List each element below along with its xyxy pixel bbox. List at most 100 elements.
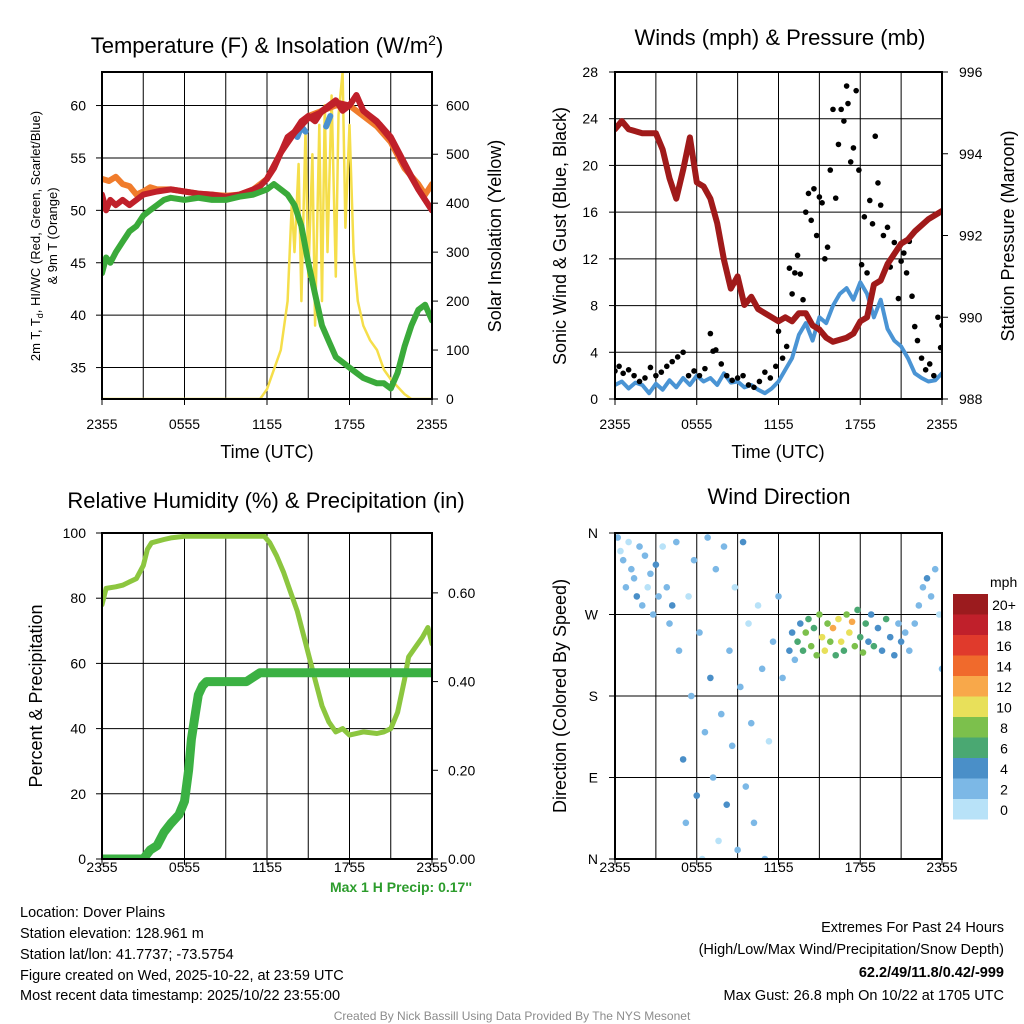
gust-point bbox=[830, 106, 836, 113]
location-text: Location: Dover Plains bbox=[20, 905, 165, 921]
gust-point bbox=[816, 194, 823, 200]
wind-direction-point bbox=[807, 642, 815, 650]
gust-point bbox=[822, 256, 828, 262]
right-tick-label: 200 bbox=[446, 293, 470, 309]
y-tick-label: 40 bbox=[70, 721, 86, 737]
wind-direction-point bbox=[745, 620, 752, 627]
wind-direction-point bbox=[717, 710, 725, 718]
y-tick-label: E bbox=[589, 770, 598, 786]
gust-point bbox=[850, 145, 857, 151]
legend-label: 4 bbox=[1000, 761, 1008, 777]
legend-label: 2 bbox=[1000, 782, 1008, 798]
temperature-panel: Temperature (F) & Insolation (W/m2) 2m T… bbox=[28, 32, 505, 462]
legend-label: 6 bbox=[1000, 741, 1008, 757]
gust-point bbox=[853, 87, 859, 94]
wind-direction-point bbox=[931, 565, 939, 573]
wind-direction-point bbox=[704, 534, 711, 541]
temperature-xlabel: Time (UTC) bbox=[220, 442, 313, 462]
precipitation-line bbox=[102, 668, 432, 859]
x-tick-label: 2355 bbox=[416, 416, 447, 432]
x-tick-label: 2355 bbox=[926, 859, 957, 875]
right-tick-label: 500 bbox=[446, 146, 470, 162]
gust-point bbox=[835, 141, 842, 148]
gust-point bbox=[875, 180, 881, 186]
wind-direction-point bbox=[622, 584, 630, 591]
wind-direction-point bbox=[615, 534, 622, 541]
wind-direction-point bbox=[935, 611, 942, 618]
humidity-ylabel: Percent & Precipitation bbox=[26, 604, 46, 787]
wind-direction-point bbox=[641, 552, 649, 559]
x-tick-label: 2355 bbox=[926, 416, 957, 432]
wind-direction-point bbox=[891, 651, 898, 659]
gust-point bbox=[903, 270, 910, 276]
extremes-values: 62.2/49/11.8/0.42/-999 bbox=[859, 965, 1004, 981]
legend-swatch bbox=[953, 737, 988, 758]
wind-direction-point bbox=[779, 674, 786, 682]
gust-point bbox=[696, 372, 703, 379]
x-tick-label: 2355 bbox=[599, 416, 630, 432]
x-tick-label: 1755 bbox=[845, 859, 876, 875]
wind-direction-point bbox=[655, 593, 662, 600]
wind-direction-point bbox=[915, 602, 923, 609]
legend-swatch bbox=[953, 696, 988, 717]
legend-swatch bbox=[953, 758, 988, 779]
pressure-ylabel: Station Pressure (Maroon) bbox=[998, 130, 1018, 341]
wind-direction-point bbox=[821, 647, 829, 655]
y-tick-label: 8 bbox=[590, 298, 598, 314]
wind-direction-point bbox=[688, 692, 695, 700]
right-tick-label: 994 bbox=[959, 146, 983, 162]
x-tick-label: 1755 bbox=[334, 416, 365, 432]
wind-direction-point bbox=[895, 620, 902, 627]
y-tick-label: 16 bbox=[582, 204, 598, 220]
series-wind-chill-2 bbox=[323, 113, 334, 130]
x-tick-label: 2355 bbox=[86, 416, 117, 432]
wind-direction-point bbox=[636, 543, 643, 550]
gust-point bbox=[767, 375, 774, 381]
wind-direction-point bbox=[696, 629, 703, 636]
plot-frame bbox=[101, 71, 433, 400]
created-text: Figure created on Wed, 2025-10-22, at 23… bbox=[20, 968, 344, 984]
temperature-ylabel-line2: & 9m T (Orange) bbox=[45, 187, 60, 284]
humidity-title: Relative Humidity (%) & Precipitation (i… bbox=[67, 488, 464, 513]
gust-point bbox=[783, 343, 790, 350]
wind-direction-point bbox=[737, 683, 744, 691]
legend-swatch bbox=[953, 676, 988, 697]
wind-direction-point bbox=[617, 547, 624, 555]
gust-point bbox=[805, 190, 812, 197]
x-tick-label: 1755 bbox=[334, 859, 365, 875]
wind-direction-point bbox=[731, 584, 739, 591]
wind-direction-point bbox=[846, 629, 853, 636]
y-tick-label: N bbox=[588, 851, 598, 867]
wind-direction-point bbox=[682, 819, 690, 827]
x-tick-label: 1155 bbox=[252, 416, 282, 432]
winds-ylabel: Sonic Wind & Gust (Blue, Black) bbox=[550, 107, 570, 365]
right-tick-label: 400 bbox=[446, 195, 470, 211]
gust-point bbox=[740, 372, 746, 379]
wind-direction-point bbox=[739, 538, 747, 546]
wind-direction-point bbox=[865, 638, 872, 645]
gust-point bbox=[895, 295, 902, 302]
wind-direction-point bbox=[628, 565, 635, 573]
elevation-text: Station elevation: 128.961 m bbox=[20, 926, 204, 942]
wind-direction-point bbox=[693, 792, 701, 799]
legend-swatch bbox=[953, 594, 988, 615]
wind-direction-point bbox=[862, 620, 869, 627]
right-tick-label: 100 bbox=[446, 342, 470, 358]
gust-point bbox=[713, 347, 719, 353]
wind-direction-point bbox=[715, 837, 722, 845]
right-tick-label: 0.20 bbox=[448, 762, 475, 778]
gust-point bbox=[864, 270, 870, 276]
wind-direction-point bbox=[754, 602, 762, 609]
gust-point bbox=[658, 369, 665, 375]
wind-direction-point bbox=[663, 584, 671, 591]
wind-direction-point bbox=[826, 638, 834, 645]
wind-direction-point bbox=[786, 647, 793, 655]
x-tick-label: 1155 bbox=[763, 416, 793, 432]
legend-label: 0 bbox=[1000, 802, 1008, 818]
legend-label: 8 bbox=[1000, 720, 1008, 736]
right-tick-label: 0 bbox=[446, 391, 454, 407]
y-tick-label: 20 bbox=[70, 786, 86, 802]
gust-point bbox=[898, 258, 904, 264]
gust-point bbox=[631, 372, 637, 379]
